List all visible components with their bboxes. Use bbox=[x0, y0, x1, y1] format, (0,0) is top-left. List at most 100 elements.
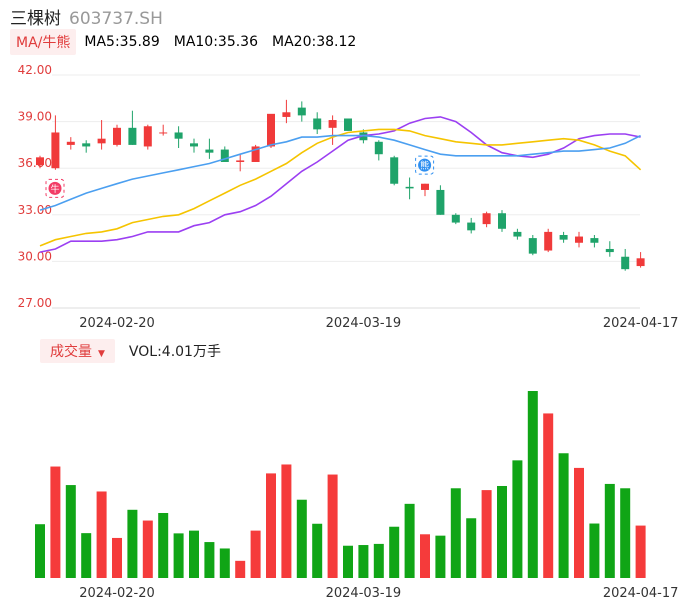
candle-body bbox=[97, 138, 106, 144]
volume-bar bbox=[497, 485, 507, 578]
signal-marker-frame bbox=[415, 155, 435, 175]
volume-bar bbox=[450, 488, 461, 578]
volume-bar bbox=[127, 509, 138, 578]
volume-bar bbox=[96, 491, 107, 578]
candle-body bbox=[328, 120, 337, 128]
candle-body bbox=[251, 146, 260, 162]
signal-marker-label: 牛 bbox=[50, 183, 59, 195]
signal-marker-badge bbox=[418, 158, 432, 172]
volume-bar bbox=[604, 483, 615, 578]
price-tick-label: 30.00 bbox=[18, 249, 52, 263]
candle-body bbox=[313, 118, 322, 130]
caret-down-icon: ▼ bbox=[98, 349, 105, 359]
volume-bar bbox=[481, 490, 492, 578]
volume-toggle-button[interactable]: 成交量 ▼ bbox=[40, 339, 115, 363]
volume-bar bbox=[327, 474, 338, 578]
volume-bar bbox=[435, 535, 446, 578]
volume-bar bbox=[512, 460, 523, 578]
signal-marker-label: 熊 bbox=[420, 160, 429, 172]
stock-code: 603737.SH bbox=[69, 9, 163, 29]
ma20-label: MA20:38.12 bbox=[272, 34, 357, 50]
volume-bar bbox=[312, 523, 323, 578]
candle-body bbox=[528, 238, 537, 254]
volume-toggle-label: 成交量 bbox=[50, 344, 92, 360]
volume-bar bbox=[204, 542, 215, 578]
volume-value-label: VOL:4.01万手 bbox=[128, 344, 221, 360]
candle-body bbox=[51, 132, 60, 169]
ma-toggle-button[interactable]: MA/牛熊 bbox=[10, 29, 77, 55]
price-tick-label: 39.00 bbox=[18, 110, 52, 124]
candle-body bbox=[297, 107, 306, 116]
volume-bar bbox=[112, 537, 122, 578]
volume-bar bbox=[635, 525, 646, 578]
candle-body bbox=[344, 118, 352, 131]
candle-body bbox=[636, 258, 645, 267]
ma-line-ma5 bbox=[39, 116, 641, 253]
date-axis-label: 2024-02-20 bbox=[79, 316, 155, 331]
candle-body bbox=[236, 160, 245, 162]
candle-body bbox=[220, 149, 229, 162]
volume-bar bbox=[358, 545, 369, 578]
candle-body bbox=[113, 127, 121, 145]
candle-body bbox=[205, 149, 214, 153]
candle-body bbox=[282, 112, 291, 117]
candle-body bbox=[66, 141, 75, 145]
ma-legend: MA/牛熊 MA5:35.89 MA10:35.36 MA20:38.12 bbox=[10, 29, 370, 55]
volume-bar bbox=[343, 545, 353, 578]
volume-bar bbox=[373, 543, 384, 578]
volume-bar bbox=[173, 533, 184, 578]
volume-bar bbox=[266, 473, 276, 578]
volume-bar bbox=[466, 518, 477, 578]
candle-body bbox=[605, 248, 614, 253]
volume-bar bbox=[158, 512, 169, 578]
volume-bar bbox=[574, 467, 584, 578]
volume-legend: 成交量 ▼ VOL:4.01万手 bbox=[40, 339, 221, 363]
volume-bar bbox=[142, 520, 153, 578]
volume-bar bbox=[404, 503, 415, 578]
volume-bar bbox=[250, 530, 261, 578]
candle-body bbox=[467, 222, 476, 231]
volume-bar bbox=[235, 560, 246, 578]
volume-bar bbox=[296, 499, 307, 578]
volume-bar bbox=[50, 466, 61, 578]
candle-body bbox=[559, 234, 568, 240]
date-axis-label: 2024-03-19 bbox=[326, 316, 402, 331]
candle-body bbox=[482, 213, 491, 225]
ma-line-ma10 bbox=[39, 128, 642, 247]
candle-body bbox=[436, 189, 445, 215]
candle-body bbox=[421, 183, 429, 190]
candle-body bbox=[374, 141, 383, 155]
candle-body bbox=[174, 132, 183, 139]
price-tick-label: 33.00 bbox=[18, 203, 52, 217]
candle-body bbox=[267, 113, 275, 147]
volume-bar bbox=[81, 533, 92, 578]
volume-date-label: 2024-02-20 bbox=[79, 586, 155, 601]
candle-body bbox=[451, 214, 460, 223]
date-axis-label: 2024-04-17 bbox=[603, 316, 679, 331]
candle-body bbox=[36, 157, 44, 166]
volume-bar bbox=[420, 534, 430, 578]
signal-marker-badge bbox=[48, 181, 62, 195]
volume-bar bbox=[189, 530, 199, 578]
price-tick-label: 42.00 bbox=[18, 63, 52, 77]
volume-bar bbox=[558, 453, 569, 578]
volume-bar bbox=[389, 526, 400, 578]
volume-bar bbox=[527, 391, 538, 578]
candle-body bbox=[575, 236, 583, 243]
price-tick-label: 27.00 bbox=[18, 296, 52, 310]
price-tick-label: 36.00 bbox=[18, 156, 52, 170]
candle-body bbox=[390, 157, 399, 184]
volume-bar bbox=[35, 524, 45, 578]
candle-body bbox=[498, 213, 506, 229]
volume-bar bbox=[589, 523, 600, 578]
candle-body bbox=[159, 132, 168, 134]
candle-body bbox=[621, 256, 630, 270]
candle-body bbox=[405, 186, 414, 189]
candle-body bbox=[143, 126, 152, 147]
signal-marker-frame bbox=[45, 178, 65, 198]
volume-bar bbox=[281, 464, 292, 578]
stock-header: 三棵树 603737.SH bbox=[10, 4, 163, 29]
volume-bar bbox=[620, 488, 631, 578]
candle-body bbox=[190, 143, 198, 147]
